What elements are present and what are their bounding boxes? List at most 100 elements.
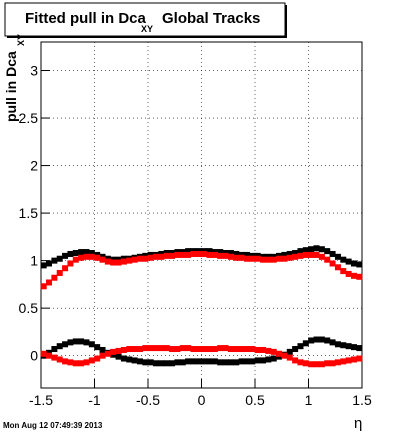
marker bbox=[350, 344, 357, 351]
marker bbox=[62, 341, 69, 348]
marker bbox=[318, 361, 325, 368]
marker bbox=[211, 346, 218, 353]
marker bbox=[308, 251, 315, 258]
chart-title: Fitted pull in Dca bbox=[25, 10, 146, 27]
marker bbox=[185, 345, 192, 352]
marker bbox=[72, 360, 79, 367]
marker bbox=[115, 347, 122, 354]
marker bbox=[94, 254, 101, 261]
marker bbox=[286, 254, 293, 261]
y-axis-title: pull in Dca XY bbox=[3, 34, 26, 122]
marker bbox=[281, 251, 288, 258]
marker bbox=[276, 350, 283, 357]
marker bbox=[179, 345, 186, 352]
marker bbox=[249, 346, 256, 353]
marker bbox=[227, 250, 234, 257]
marker bbox=[243, 358, 250, 365]
marker bbox=[88, 253, 95, 260]
marker bbox=[334, 359, 341, 366]
marker bbox=[94, 355, 101, 362]
marker bbox=[265, 256, 272, 263]
marker bbox=[201, 250, 208, 257]
marker bbox=[126, 346, 133, 353]
x-tick-label: -0.5 bbox=[136, 392, 160, 408]
marker bbox=[115, 259, 122, 266]
marker bbox=[340, 358, 347, 365]
marker bbox=[270, 355, 277, 362]
marker bbox=[78, 338, 85, 345]
marker bbox=[163, 345, 170, 352]
marker bbox=[88, 341, 95, 348]
marker bbox=[67, 260, 74, 267]
marker bbox=[67, 359, 74, 366]
marker bbox=[136, 346, 143, 353]
marker bbox=[254, 255, 261, 262]
marker bbox=[147, 254, 154, 261]
marker bbox=[318, 253, 325, 260]
marker bbox=[158, 360, 165, 367]
marker bbox=[329, 250, 336, 257]
x-tick-label: -1.5 bbox=[29, 392, 53, 408]
marker bbox=[318, 246, 325, 253]
marker bbox=[292, 250, 299, 257]
x-tick-label: 1.5 bbox=[352, 392, 372, 408]
marker bbox=[40, 262, 47, 269]
marker bbox=[190, 358, 197, 365]
marker bbox=[179, 359, 186, 366]
marker bbox=[302, 247, 309, 254]
marker bbox=[227, 253, 234, 260]
marker bbox=[350, 260, 357, 267]
x-tick-label: -1 bbox=[88, 392, 101, 408]
marker bbox=[131, 357, 138, 364]
plot-frame bbox=[40, 41, 363, 389]
x-tick-label: 0.5 bbox=[245, 392, 265, 408]
marker bbox=[345, 357, 352, 364]
marker bbox=[195, 358, 202, 365]
marker bbox=[153, 345, 160, 352]
marker bbox=[185, 251, 192, 258]
y-tick-label: 1 bbox=[30, 253, 38, 269]
marker bbox=[286, 348, 293, 355]
marker bbox=[350, 272, 357, 279]
marker bbox=[56, 269, 63, 276]
marker bbox=[72, 256, 79, 263]
marker bbox=[254, 357, 261, 364]
marker bbox=[62, 265, 69, 272]
marker bbox=[270, 348, 277, 355]
marker bbox=[340, 268, 347, 275]
marker bbox=[195, 250, 202, 257]
marker bbox=[222, 252, 229, 259]
marker bbox=[292, 357, 299, 364]
marker bbox=[153, 253, 160, 260]
marker bbox=[51, 257, 58, 264]
marker bbox=[233, 346, 240, 353]
marker bbox=[292, 346, 299, 353]
x-label: η bbox=[354, 415, 362, 432]
marker bbox=[131, 346, 138, 353]
chart-title-suffix: Global Tracks bbox=[162, 10, 260, 27]
marker bbox=[163, 252, 170, 259]
marker bbox=[324, 248, 331, 255]
marker bbox=[40, 283, 47, 290]
marker bbox=[238, 346, 245, 353]
marker bbox=[78, 249, 85, 256]
chart-title-subscript: XY bbox=[141, 24, 153, 34]
marker bbox=[260, 256, 267, 263]
marker bbox=[302, 251, 309, 258]
marker bbox=[217, 359, 224, 366]
marker bbox=[356, 261, 363, 268]
marker bbox=[324, 337, 331, 344]
marker bbox=[286, 250, 293, 257]
marker bbox=[104, 350, 111, 357]
marker bbox=[265, 356, 272, 363]
marker bbox=[249, 255, 256, 262]
marker bbox=[334, 341, 341, 348]
marker bbox=[249, 358, 256, 365]
marker bbox=[297, 359, 304, 366]
x-tick-label: 0 bbox=[198, 392, 206, 408]
marker bbox=[120, 346, 127, 353]
marker bbox=[222, 345, 229, 352]
marker bbox=[206, 358, 213, 365]
